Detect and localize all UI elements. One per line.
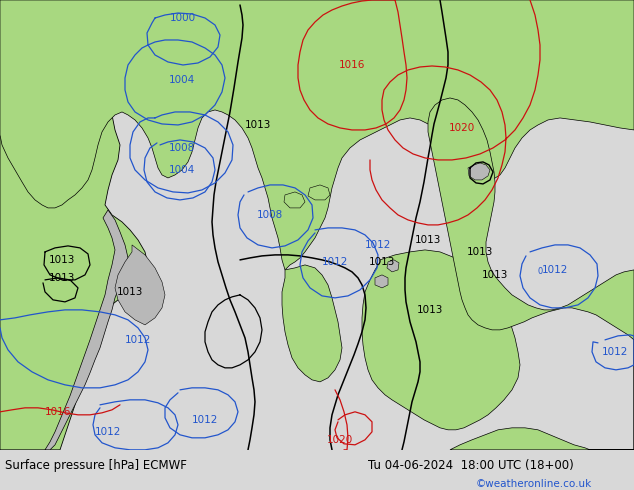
Text: 1012: 1012 bbox=[602, 347, 628, 357]
Polygon shape bbox=[468, 163, 490, 180]
Text: Tu 04-06-2024  18:00 UTC (18+00): Tu 04-06-2024 18:00 UTC (18+00) bbox=[368, 459, 574, 471]
Text: 1013: 1013 bbox=[369, 257, 395, 267]
Text: 1012: 1012 bbox=[95, 427, 121, 437]
Text: 0: 0 bbox=[538, 268, 543, 276]
Text: 1013: 1013 bbox=[417, 305, 443, 315]
Polygon shape bbox=[308, 185, 330, 200]
Text: 1013: 1013 bbox=[482, 270, 508, 280]
Polygon shape bbox=[115, 245, 165, 325]
Text: 1013: 1013 bbox=[49, 255, 75, 265]
Text: 1013: 1013 bbox=[117, 287, 143, 297]
Text: 1008: 1008 bbox=[169, 143, 195, 153]
Text: 1013: 1013 bbox=[467, 247, 493, 257]
Polygon shape bbox=[375, 275, 388, 288]
Text: 1008: 1008 bbox=[257, 210, 283, 220]
Text: 1000: 1000 bbox=[170, 13, 196, 23]
Polygon shape bbox=[45, 210, 128, 450]
Text: Surface pressure [hPa] ECMWF: Surface pressure [hPa] ECMWF bbox=[5, 459, 187, 471]
Polygon shape bbox=[428, 98, 634, 450]
Polygon shape bbox=[387, 260, 399, 272]
Text: ©weatheronline.co.uk: ©weatheronline.co.uk bbox=[476, 479, 592, 489]
Polygon shape bbox=[282, 265, 342, 382]
Polygon shape bbox=[284, 192, 305, 208]
Text: 1020: 1020 bbox=[327, 435, 353, 445]
Text: 1004: 1004 bbox=[169, 165, 195, 175]
Text: 1013: 1013 bbox=[245, 120, 271, 130]
Polygon shape bbox=[0, 0, 634, 270]
Text: 1016: 1016 bbox=[339, 60, 365, 70]
Text: 1012: 1012 bbox=[125, 335, 151, 345]
Polygon shape bbox=[362, 250, 520, 430]
Text: 1012: 1012 bbox=[192, 415, 218, 425]
Text: 1012: 1012 bbox=[322, 257, 348, 267]
Text: 1012: 1012 bbox=[542, 265, 568, 275]
Text: 1013: 1013 bbox=[415, 235, 441, 245]
Text: 1020: 1020 bbox=[449, 123, 475, 133]
Text: 1013: 1013 bbox=[49, 273, 75, 283]
Text: 1012: 1012 bbox=[365, 240, 391, 250]
Text: 1004: 1004 bbox=[169, 75, 195, 85]
Text: 1016: 1016 bbox=[45, 407, 71, 417]
Polygon shape bbox=[0, 0, 148, 450]
